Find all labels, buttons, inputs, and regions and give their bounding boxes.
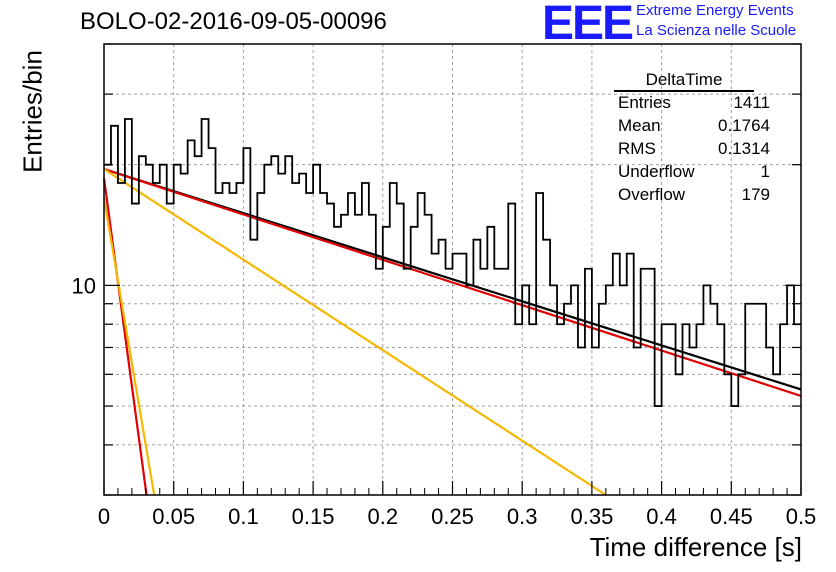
fit-line <box>102 197 156 496</box>
x-tick-label: 0.15 <box>292 504 335 529</box>
fit-curves <box>102 168 802 496</box>
x-tick-labels: 0 0.05 0.1 0.15 0.2 0.25 0.3 0.35 0.4 0.45 0.5 <box>98 504 816 529</box>
stat-row-underflow: Underflow 1 <box>610 161 778 184</box>
stat-row-overflow: Overflow 179 <box>610 184 778 207</box>
x-tick-label: 0.35 <box>570 504 613 529</box>
stat-key: Mean <box>618 116 661 135</box>
x-tick-label: 0.5 <box>786 504 817 529</box>
logo-mark: EEE <box>542 0 634 50</box>
stat-row-rms: RMS 0.1314 <box>610 138 778 161</box>
x-tick-label: 0.3 <box>507 504 538 529</box>
stat-key: RMS <box>618 139 656 158</box>
x-tick-label: 0.4 <box>646 504 677 529</box>
y-tick-labels: 10 <box>72 273 96 298</box>
histogram-bars <box>104 118 801 407</box>
stat-key: Underflow <box>618 162 695 181</box>
stats-title: DeltaTime <box>614 70 754 92</box>
stats-box: DeltaTime Entries 1411 Mean 0.1764 RMS 0… <box>610 70 778 207</box>
stat-value: 0.1314 <box>718 139 770 158</box>
stat-key: Overflow <box>618 185 686 204</box>
stat-value: 1411 <box>733 93 770 112</box>
x-tick-label: 0.25 <box>431 504 474 529</box>
x-tick-label: 0.05 <box>152 504 195 529</box>
x-tick-label: 0.2 <box>368 504 399 529</box>
x-tick-label: 0.45 <box>710 504 753 529</box>
logo-line-2: La Scienza nelle Scuole <box>636 22 797 39</box>
y-axis-title: Entries/bin <box>17 50 48 173</box>
stat-row-entries: Entries 1411 <box>610 92 778 115</box>
grid-lines <box>104 44 801 495</box>
x-axis-title: Time difference [s] <box>589 532 802 562</box>
y-tick-label: 10 <box>72 273 96 298</box>
stat-value: 0.1764 <box>718 116 770 135</box>
stat-key: Entries <box>618 93 671 112</box>
fit-line <box>102 178 148 496</box>
stat-value: 179 <box>741 185 770 204</box>
fit-line <box>103 168 802 397</box>
logo-line-1: Extreme Energy Events <box>636 2 794 19</box>
x-tick-label: 0.1 <box>228 504 259 529</box>
stat-value: 1 <box>760 162 770 181</box>
fit-line <box>103 168 607 496</box>
x-tick-label: 0 <box>98 504 110 529</box>
axis-ticks <box>103 43 802 496</box>
chart-title: BOLO-02-2016-09-05-00096 <box>80 8 387 35</box>
stat-row-mean: Mean 0.1764 <box>610 115 778 138</box>
